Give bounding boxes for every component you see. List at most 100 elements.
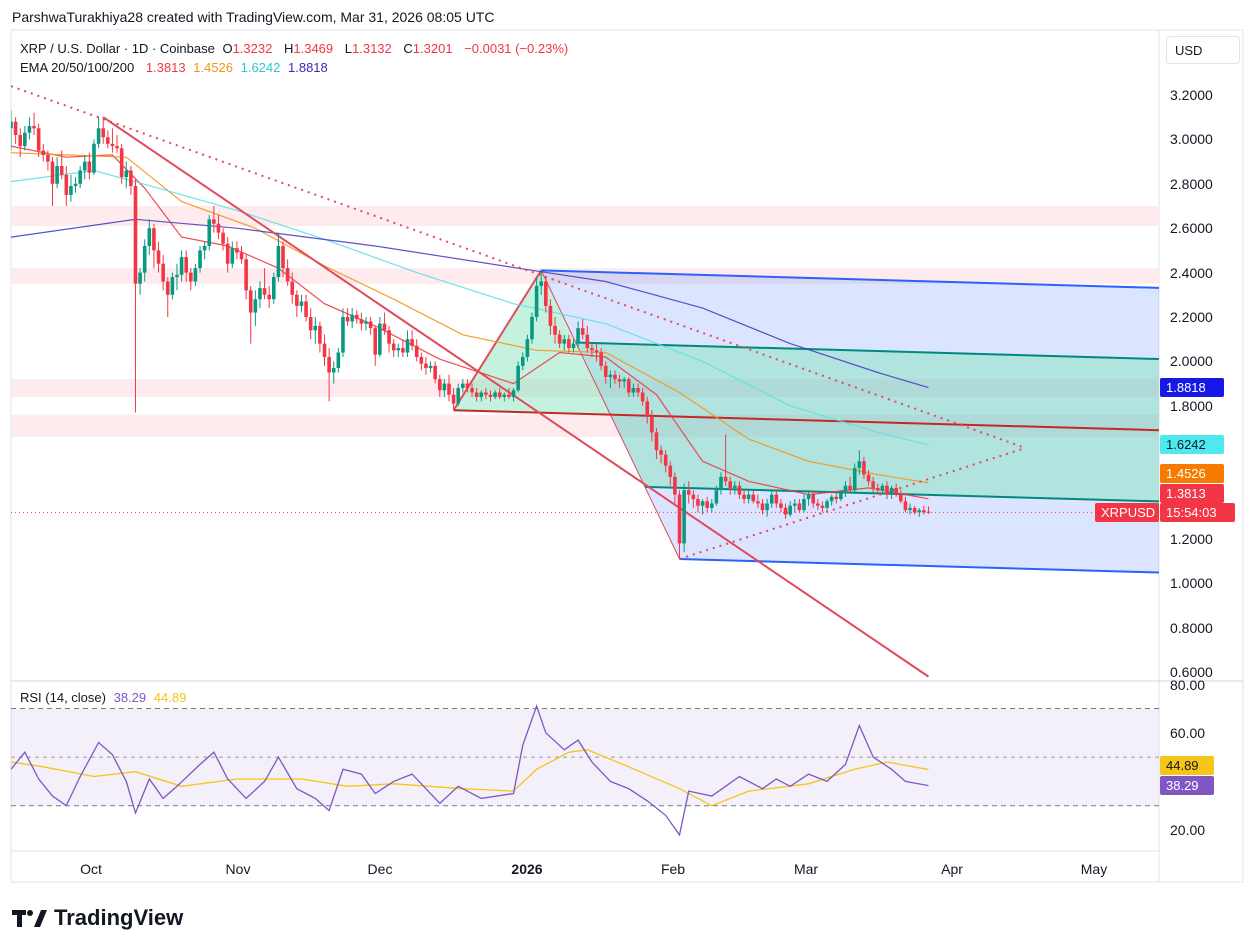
candle-body xyxy=(221,232,225,244)
candle-body xyxy=(87,161,92,173)
candle-body xyxy=(373,328,378,355)
candle-body xyxy=(677,494,682,544)
open-label: O xyxy=(222,41,233,56)
candle-body xyxy=(36,128,41,151)
candle-body xyxy=(262,288,267,295)
candle-body xyxy=(78,170,82,184)
candle-body xyxy=(59,166,64,175)
rsi-title[interactable]: RSI (14, close) xyxy=(20,690,106,705)
candle-body xyxy=(295,294,299,306)
rsi-line xyxy=(11,704,929,837)
price-tick: 2.0000 xyxy=(1170,353,1213,369)
candle-body xyxy=(806,494,811,500)
candle-body xyxy=(239,252,244,260)
candle-body xyxy=(590,348,594,351)
candle-body xyxy=(470,388,474,393)
candle-body xyxy=(553,325,557,335)
candle-body xyxy=(13,121,18,135)
candle-body xyxy=(797,503,802,511)
candle-body xyxy=(225,243,230,264)
candle-body xyxy=(866,474,871,482)
rising-support-trendline xyxy=(679,447,1026,560)
candle-body xyxy=(622,379,626,382)
candle-body xyxy=(848,485,852,491)
ema20-badge: 1.3813 xyxy=(1160,484,1224,503)
candle-body xyxy=(198,250,202,269)
candle-body xyxy=(571,343,576,349)
candle-body xyxy=(405,339,410,353)
pitchfork-median-line xyxy=(453,409,1159,432)
candle-body xyxy=(820,505,825,508)
price-tick: 3.0000 xyxy=(1170,131,1213,147)
time-tick: Dec xyxy=(367,861,393,877)
candle-body xyxy=(511,390,516,397)
ema20-value: 1.3813 xyxy=(145,60,186,75)
currency-button[interactable]: USD xyxy=(1166,36,1240,64)
symbol-title[interactable]: XRP / U.S. Dollar · 1D · Coinbase xyxy=(20,41,215,56)
candle-body xyxy=(336,352,341,369)
candle-body xyxy=(663,454,668,466)
candle-body xyxy=(737,485,742,495)
price-tick: 2.6000 xyxy=(1170,220,1213,236)
candle-body xyxy=(92,143,96,173)
candle-body xyxy=(594,350,599,353)
high-label: H xyxy=(283,41,294,56)
candle-body xyxy=(585,334,590,349)
candle-body xyxy=(235,248,239,253)
candle-body xyxy=(825,501,829,508)
candle-body xyxy=(894,487,899,495)
candle-body xyxy=(341,317,345,353)
time-tick: 2026 xyxy=(511,861,543,877)
candle-body xyxy=(124,170,129,178)
candle-body xyxy=(779,503,783,508)
candle-body xyxy=(258,288,262,300)
candle-body xyxy=(55,166,59,184)
ema-title[interactable]: EMA 20/50/100/200 xyxy=(20,60,135,75)
tradingview-logo[interactable]: TradingView xyxy=(12,905,183,931)
candle-body xyxy=(304,301,308,317)
ema50-badge: 1.4526 xyxy=(1160,464,1224,483)
candle-body xyxy=(428,365,433,369)
time-tick: Nov xyxy=(225,861,251,877)
low-value: 1.3132 xyxy=(352,41,392,56)
candle-body xyxy=(567,339,571,349)
time-tick: May xyxy=(1080,861,1108,877)
candle-body xyxy=(364,321,368,324)
candle-body xyxy=(760,503,765,511)
candle-body xyxy=(424,363,428,369)
candle-body xyxy=(64,174,69,195)
candle-body xyxy=(520,356,525,366)
candle-body xyxy=(502,394,507,397)
ema100-badge: 1.6242 xyxy=(1160,435,1224,454)
candle-body xyxy=(756,501,760,504)
resistance-zone xyxy=(11,414,1159,437)
candle-body xyxy=(73,183,78,187)
candle-body xyxy=(437,379,442,391)
candle-body xyxy=(327,356,331,373)
candle-body xyxy=(50,161,55,184)
candle-body xyxy=(719,476,723,491)
candle-body xyxy=(562,339,567,344)
resistance-zone xyxy=(11,379,1159,397)
price-tick: 1.2000 xyxy=(1170,531,1213,547)
candle-body xyxy=(723,476,728,482)
rsi-value: 38.29 xyxy=(113,690,147,705)
candle-body xyxy=(548,305,553,326)
candle-body xyxy=(783,507,788,515)
price-tick: 1.8000 xyxy=(1170,398,1213,414)
open-value: 1.3232 xyxy=(232,41,273,56)
candle-body xyxy=(580,328,585,335)
candle-body xyxy=(387,330,391,344)
candle-body xyxy=(862,461,866,475)
candle-body xyxy=(156,250,161,264)
ema200-badge: 1.8818 xyxy=(1160,378,1224,397)
price-tick: 3.2000 xyxy=(1170,87,1213,103)
candle-body xyxy=(354,314,359,320)
candle-body xyxy=(115,146,119,149)
candle-body xyxy=(142,245,147,273)
candle-body xyxy=(442,383,447,391)
candle-body xyxy=(802,499,806,511)
candle-body xyxy=(788,505,792,515)
candle-body xyxy=(880,485,885,491)
